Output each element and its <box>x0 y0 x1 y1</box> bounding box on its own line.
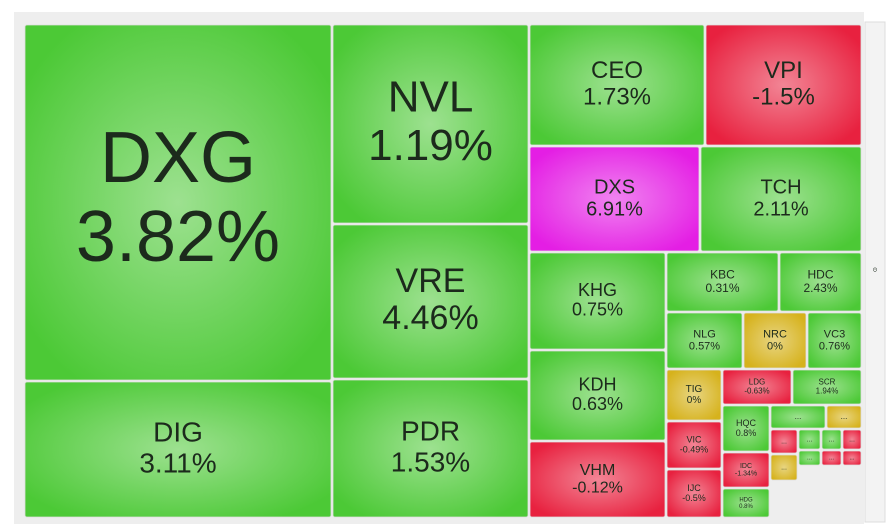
tile <box>705 24 862 146</box>
tile-value: 1.73% <box>583 84 651 111</box>
tile-label: KHG <box>578 280 617 300</box>
tile <box>770 454 798 481</box>
tile <box>700 146 862 252</box>
tile-label: HDC <box>808 268 834 282</box>
tile-label: ... <box>829 456 834 462</box>
tile <box>770 429 798 454</box>
tile-label: ... <box>807 436 813 443</box>
tile-label: PDR <box>401 415 460 446</box>
tile-label: HDG <box>739 497 753 503</box>
tile <box>24 24 332 381</box>
tile-value: 1.94% <box>816 387 839 396</box>
tile-value: 4.46% <box>382 299 478 337</box>
tile <box>529 350 666 441</box>
tile-label: NRC <box>763 328 787 340</box>
tile-label: TIG <box>686 384 703 395</box>
tile-value: 1.53% <box>391 446 470 477</box>
tile-label: SCR <box>819 378 836 387</box>
tile <box>24 381 332 518</box>
tile-label: HQC <box>736 418 757 428</box>
scrollbar[interactable] <box>864 21 886 523</box>
tile <box>821 429 842 450</box>
tile <box>798 429 821 450</box>
tile-value: -0.5% <box>682 493 706 503</box>
tile-label: KDH <box>578 374 616 394</box>
tile-label: IJC <box>687 483 701 493</box>
tile <box>529 252 666 350</box>
tile-value: 0.31% <box>705 281 739 295</box>
tile <box>529 24 705 146</box>
tile-label: ... <box>781 438 787 445</box>
tile-value: -1.34% <box>735 471 757 478</box>
tile-label: CEO <box>591 57 643 84</box>
tile-value: 0.8% <box>736 428 757 438</box>
tile-label: VHM <box>580 462 616 479</box>
tile <box>842 429 862 450</box>
tile-value: 2.11% <box>753 198 808 220</box>
tile-label: ... <box>849 436 855 443</box>
tile-label: ... <box>829 436 835 443</box>
tile <box>666 252 779 312</box>
tile <box>666 469 722 518</box>
tile <box>332 379 529 518</box>
tile-value: 3.11% <box>139 447 216 478</box>
tile <box>807 312 862 369</box>
tile-label: ... <box>849 456 854 462</box>
tile-value: -0.49% <box>680 444 709 454</box>
tile <box>529 146 700 252</box>
tile <box>779 252 862 312</box>
tile <box>722 488 770 518</box>
tile <box>666 312 743 369</box>
tile <box>743 312 807 369</box>
tile <box>821 450 842 466</box>
tile <box>842 450 862 466</box>
tile-label: TCH <box>760 176 801 198</box>
tile <box>722 405 770 452</box>
tile-value: -0.63% <box>744 387 769 396</box>
tile-value: 0.57% <box>689 340 720 352</box>
tile-value: 1.19% <box>368 121 493 170</box>
tile-label: DIG <box>153 416 203 447</box>
tile-label: NVL <box>388 72 474 121</box>
tile-value: 0.75% <box>572 300 623 320</box>
tile <box>792 369 862 405</box>
tile <box>332 24 529 224</box>
tile-value: -0.12% <box>572 480 623 497</box>
tile-label: VPI <box>764 57 803 84</box>
tile <box>332 224 529 379</box>
tile-label: VIC <box>686 434 702 444</box>
tile <box>666 369 722 421</box>
tile <box>722 369 792 405</box>
tile <box>770 405 826 429</box>
tile-label: DXG <box>100 118 256 198</box>
tile-value: 0% <box>687 395 702 406</box>
tile-label: NLG <box>693 328 716 340</box>
tile-label: LDG <box>749 378 765 387</box>
scroll-icon: ⊙ <box>872 268 877 274</box>
tile-value: 0.76% <box>819 340 850 352</box>
tile-value: 2.43% <box>803 281 837 295</box>
tile-label: KBC <box>710 268 735 282</box>
tile <box>529 441 666 518</box>
tile-label: ... <box>795 412 802 421</box>
tile-label: ... <box>841 412 848 421</box>
tile <box>666 421 722 469</box>
tile-value: 0.8% <box>739 504 753 510</box>
tile-label: DXS <box>594 176 635 198</box>
tile <box>722 452 770 488</box>
tile-value: 0% <box>767 340 783 352</box>
tile-label: VC3 <box>824 328 845 340</box>
tile <box>826 405 862 429</box>
tile-label: VRE <box>396 262 466 300</box>
tile-value: -1.5% <box>752 84 815 111</box>
tile-value: 0.63% <box>572 394 623 414</box>
tile-label: ... <box>807 456 812 462</box>
tile <box>798 450 821 466</box>
tile-value: 3.82% <box>76 197 280 277</box>
tile-value: 6.91% <box>586 198 643 220</box>
tile-label: ... <box>781 464 787 471</box>
tile-label: IDC <box>740 463 752 470</box>
